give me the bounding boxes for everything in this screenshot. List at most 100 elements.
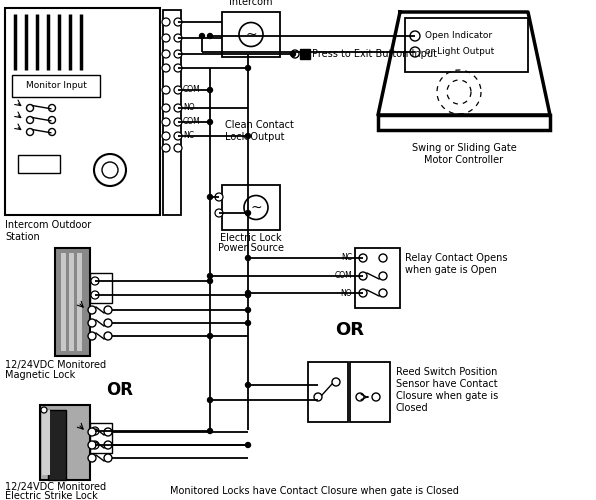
Text: 12/24VDC Monitored: 12/24VDC Monitored — [5, 360, 106, 370]
Circle shape — [174, 144, 182, 152]
Bar — [222, 185, 280, 230]
Circle shape — [88, 441, 96, 449]
Circle shape — [207, 88, 213, 92]
Circle shape — [246, 134, 250, 138]
Circle shape — [91, 277, 99, 285]
Circle shape — [94, 154, 126, 186]
Circle shape — [162, 132, 170, 140]
Circle shape — [207, 120, 213, 124]
Circle shape — [162, 64, 170, 72]
Circle shape — [102, 162, 118, 178]
Bar — [46, 410, 50, 475]
Text: Clean Contact: Clean Contact — [225, 120, 294, 130]
Circle shape — [162, 144, 170, 152]
Text: Monitored Locks have Contact Closure when gate is Closed: Monitored Locks have Contact Closure whe… — [170, 486, 459, 496]
Circle shape — [88, 428, 96, 436]
Circle shape — [215, 209, 223, 217]
Circle shape — [104, 319, 112, 327]
Circle shape — [200, 34, 204, 38]
Circle shape — [174, 18, 182, 26]
Text: Swing or Sliding Gate: Swing or Sliding Gate — [412, 143, 516, 153]
Circle shape — [379, 289, 387, 297]
Bar — [308, 362, 348, 422]
Circle shape — [246, 292, 250, 298]
Text: Power Source: Power Source — [218, 243, 284, 253]
Circle shape — [246, 320, 250, 326]
Circle shape — [174, 118, 182, 126]
Circle shape — [104, 441, 112, 449]
Bar — [5, 8, 160, 215]
Circle shape — [104, 454, 112, 462]
Circle shape — [291, 50, 299, 58]
Circle shape — [48, 128, 55, 136]
Text: Closed: Closed — [396, 403, 429, 413]
Text: ~: ~ — [250, 200, 262, 214]
Circle shape — [88, 454, 96, 462]
Bar — [42, 410, 46, 475]
Text: NO: NO — [340, 288, 352, 298]
Circle shape — [207, 278, 213, 283]
Text: OR: OR — [336, 321, 365, 339]
Text: or Light Output: or Light Output — [425, 48, 494, 56]
Circle shape — [207, 398, 213, 402]
Circle shape — [207, 334, 213, 338]
Text: Press to Exit Button Input: Press to Exit Button Input — [312, 49, 437, 59]
Circle shape — [41, 407, 47, 413]
Text: NC: NC — [341, 254, 352, 262]
Circle shape — [332, 378, 340, 386]
Circle shape — [162, 118, 170, 126]
Text: Electric Strike Lock: Electric Strike Lock — [5, 491, 98, 500]
Circle shape — [174, 64, 182, 72]
Circle shape — [207, 194, 213, 200]
Circle shape — [162, 86, 170, 94]
Text: Closure when gate is: Closure when gate is — [396, 391, 498, 401]
Circle shape — [91, 441, 99, 449]
Bar — [69, 253, 74, 351]
Text: Lock Output: Lock Output — [225, 132, 284, 142]
Circle shape — [26, 128, 33, 136]
Bar — [300, 49, 310, 59]
Circle shape — [174, 104, 182, 112]
Circle shape — [410, 47, 420, 57]
Bar — [48, 410, 66, 480]
Circle shape — [246, 290, 250, 296]
Text: NC: NC — [183, 132, 194, 140]
Circle shape — [246, 210, 250, 216]
Text: 12/24VDC Monitored: 12/24VDC Monitored — [5, 482, 106, 492]
Bar — [61, 253, 66, 351]
Circle shape — [246, 442, 250, 448]
Circle shape — [290, 52, 296, 57]
Circle shape — [88, 306, 96, 314]
Text: Motor Controller: Motor Controller — [424, 155, 504, 165]
Circle shape — [207, 34, 213, 38]
Text: Intercom Outdoor: Intercom Outdoor — [5, 220, 91, 230]
Circle shape — [48, 116, 55, 123]
Circle shape — [246, 66, 250, 70]
Circle shape — [314, 393, 322, 401]
Bar — [90, 273, 112, 303]
Circle shape — [379, 254, 387, 262]
Bar — [40, 405, 90, 480]
Circle shape — [207, 428, 213, 434]
Circle shape — [26, 116, 33, 123]
Circle shape — [359, 254, 367, 262]
Bar — [378, 115, 550, 130]
Text: COM: COM — [334, 272, 352, 280]
Circle shape — [174, 86, 182, 94]
Text: COM: COM — [183, 118, 201, 126]
Bar — [77, 253, 82, 351]
Bar — [355, 248, 400, 308]
Bar — [163, 10, 181, 215]
Circle shape — [244, 196, 268, 220]
Text: Monitor Input: Monitor Input — [26, 82, 86, 90]
Circle shape — [379, 272, 387, 280]
Circle shape — [91, 291, 99, 299]
Bar — [350, 362, 390, 422]
Circle shape — [246, 256, 250, 260]
Circle shape — [207, 274, 213, 278]
Circle shape — [91, 427, 99, 435]
Circle shape — [215, 193, 223, 201]
Circle shape — [48, 104, 55, 112]
Text: Sensor have Contact: Sensor have Contact — [396, 379, 498, 389]
Circle shape — [246, 382, 250, 388]
